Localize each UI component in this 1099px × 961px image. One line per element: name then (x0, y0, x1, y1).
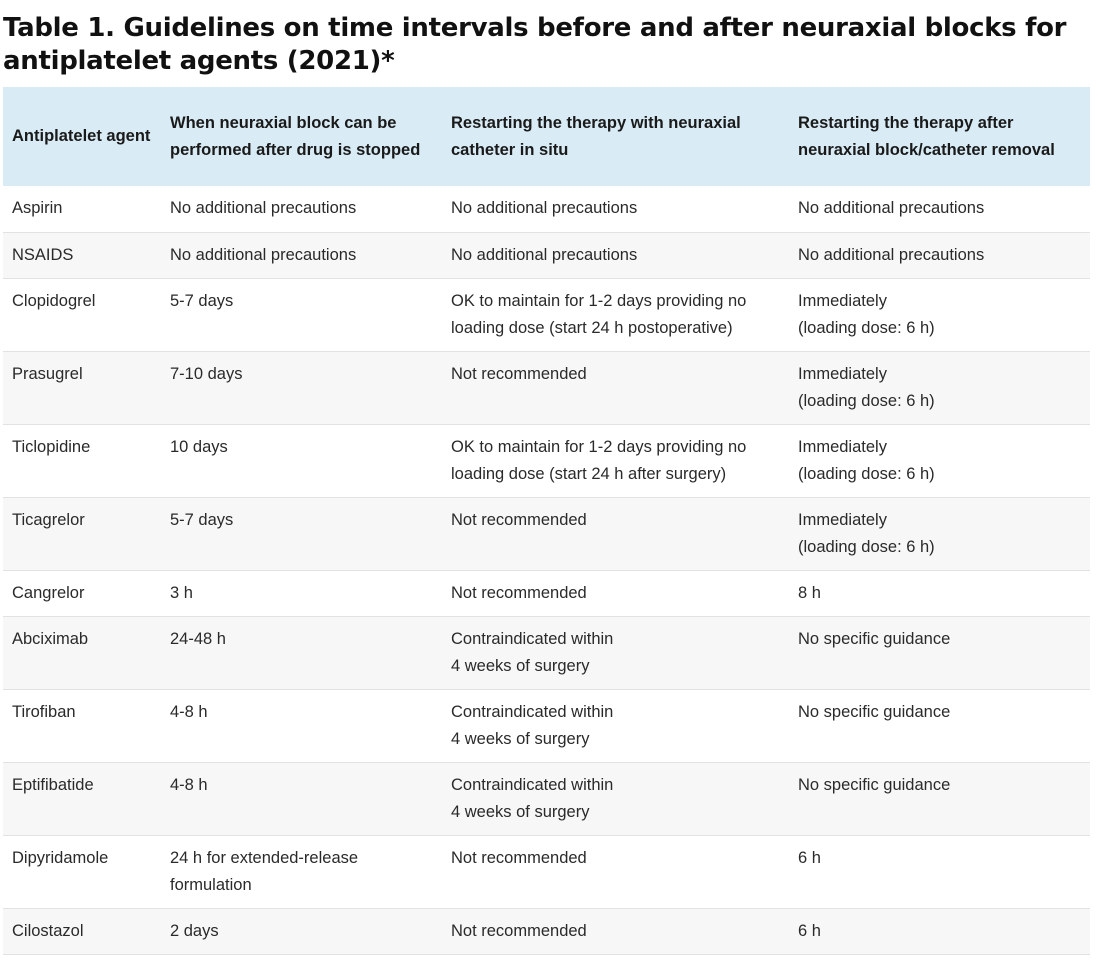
cell-restart: No specific guidance (798, 775, 951, 794)
catheter-line-2: 4 weeks of surgery (451, 656, 590, 675)
cell-catheter: OK to maintain for 1-2 days providing no… (451, 291, 747, 337)
guidelines-table: Antiplatelet agent When neuraxial block … (3, 87, 1090, 955)
catheter-line-1: Contraindicated within (451, 702, 614, 721)
restart-line-2: (loading dose: 6 h) (798, 537, 935, 556)
cell-catheter: Contraindicated within 4 weeks of surger… (442, 762, 789, 835)
cell-agent: Cangrelor (12, 583, 85, 602)
cell-restart: No additional precautions (798, 199, 985, 217)
table-row: Aspirin No additional precautions No add… (3, 186, 1090, 232)
cell-restart: No specific guidance (798, 629, 951, 648)
cell-catheter: No additional precautions (451, 199, 638, 217)
cell-catheter: Contraindicated within 4 weeks of surger… (442, 616, 789, 689)
catheter-line-2: 4 weeks of surgery (451, 802, 590, 821)
restart-line-2: (loading dose: 6 h) (798, 318, 935, 337)
header-restart-after-removal: Restarting the therapy after neuraxial b… (798, 113, 1055, 159)
table-row: Tirofiban 4-8 h Contraindicated within 4… (3, 689, 1090, 762)
restart-line-2: (loading dose: 6 h) (798, 464, 935, 483)
table-row: Ticlopidine 10 days OK to maintain for 1… (3, 424, 1090, 497)
cell-restart: Immediately (loading dose: 6 h) (789, 497, 1090, 570)
table-row: Prasugrel 7-10 days Not recommended Imme… (3, 351, 1090, 424)
cell-catheter: Contraindicated within 4 weeks of surger… (442, 689, 789, 762)
cell-block: 4-8 h (170, 775, 208, 794)
restart-line-2: (loading dose: 6 h) (798, 391, 935, 410)
cell-block: 5-7 days (170, 291, 234, 310)
table-row: Abciximab 24-48 h Contraindicated within… (3, 616, 1090, 689)
restart-line-1: Immediately (798, 291, 887, 310)
cell-agent: Ticagrelor (12, 510, 85, 529)
cell-agent: Dipyridamole (12, 848, 109, 867)
table-title: Table 1. Guidelines on time intervals be… (3, 13, 1067, 76)
cell-block: 4-8 h (170, 702, 208, 721)
catheter-line-2: 4 weeks of surgery (451, 729, 590, 748)
cell-catheter: Not recommended (451, 848, 587, 867)
cell-agent: Abciximab (12, 629, 89, 648)
cell-agent: Tirofiban (12, 702, 76, 721)
cell-block: No additional precautions (170, 199, 357, 217)
catheter-line-1: Contraindicated within (451, 775, 614, 794)
table-row: Dipyridamole 24 h for extended-release f… (3, 835, 1090, 908)
header-restart-catheter-in-situ: Restarting the therapy with neuraxial ca… (451, 113, 741, 159)
table-row: NSAIDS No additional precautions No addi… (3, 232, 1090, 278)
cell-restart: Immediately (loading dose: 6 h) (789, 424, 1090, 497)
cell-catheter: Not recommended (451, 583, 587, 602)
cell-agent: NSAIDS (12, 245, 74, 264)
cell-block: 7-10 days (170, 364, 243, 383)
restart-line-1: Immediately (798, 437, 887, 456)
cell-agent: Clopidogrel (12, 291, 96, 310)
cell-restart: No additional precautions (798, 245, 985, 264)
table-row: Eptifibatide 4-8 h Contraindicated withi… (3, 762, 1090, 835)
cell-catheter: Not recommended (451, 364, 587, 383)
cell-restart: Immediately (loading dose: 6 h) (789, 278, 1090, 351)
cell-catheter: Not recommended (451, 510, 587, 529)
cell-agent: Cilostazol (12, 921, 84, 940)
cell-block: 24 h for extended-release formulation (170, 848, 359, 894)
cell-restart: Immediately (loading dose: 6 h) (789, 351, 1090, 424)
table-row: Cangrelor 3 h Not recommended 8 h (3, 570, 1090, 616)
cell-block: 24-48 h (170, 629, 226, 648)
cell-restart: 6 h (798, 921, 821, 940)
cell-block: No additional precautions (170, 245, 357, 264)
header-antiplatelet-agent: Antiplatelet agent (12, 127, 151, 145)
restart-line-1: Immediately (798, 510, 887, 529)
cell-agent: Aspirin (12, 199, 63, 217)
cell-block: 3 h (170, 583, 193, 602)
cell-agent: Prasugrel (12, 364, 83, 383)
table-row: Ticagrelor 5-7 days Not recommended Imme… (3, 497, 1090, 570)
table-row: Clopidogrel 5-7 days OK to maintain for … (3, 278, 1090, 351)
table-row: Cilostazol 2 days Not recommended 6 h (3, 908, 1090, 954)
cell-agent: Ticlopidine (12, 437, 91, 456)
table-header-row: Antiplatelet agent When neuraxial block … (3, 87, 1090, 186)
cell-catheter: No additional precautions (451, 245, 638, 264)
cell-agent: Eptifibatide (12, 775, 94, 794)
cell-restart: 6 h (798, 848, 821, 867)
cell-restart: No specific guidance (798, 702, 951, 721)
cell-block: 2 days (170, 921, 219, 940)
cell-block: 5-7 days (170, 510, 234, 529)
restart-line-1: Immediately (798, 364, 887, 383)
catheter-line-1: Contraindicated within (451, 629, 614, 648)
cell-restart: 8 h (798, 583, 821, 602)
cell-catheter: Not recommended (451, 921, 587, 940)
cell-block: 10 days (170, 437, 228, 456)
cell-catheter: OK to maintain for 1-2 days providing no… (451, 437, 747, 483)
header-block-after-stop: When neuraxial block can be performed af… (170, 113, 421, 159)
